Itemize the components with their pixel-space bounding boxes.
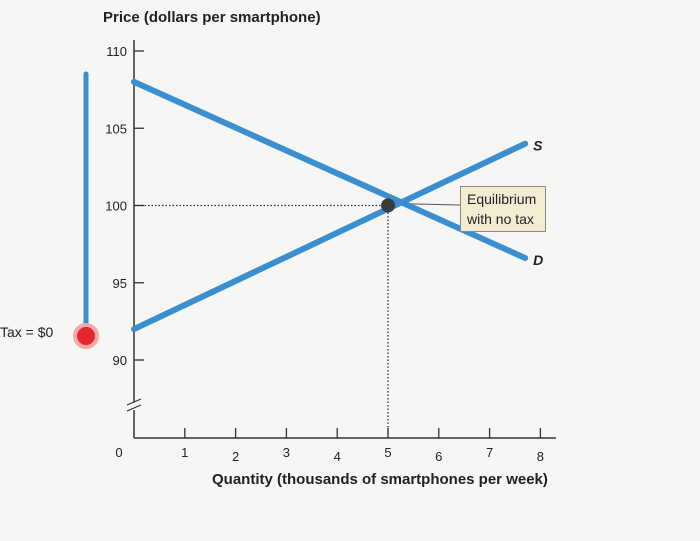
equilibrium-guides (134, 203, 461, 438)
x-tick-label-5: 5 (384, 445, 391, 460)
x-tick-label-8: 8 (537, 449, 544, 464)
axis-break-mark-1 (126, 398, 142, 406)
equilibrium-label-box: Equilibrium with no tax (460, 186, 546, 232)
series-label-s: S (533, 138, 543, 154)
tax-slider-handle[interactable] (73, 323, 99, 349)
x-axis-label: Quantity (thousands of smartphones per w… (212, 471, 548, 488)
equilibrium-label-line1: Equilibrium (467, 191, 537, 207)
equilibrium-label-line2: with no tax (467, 211, 534, 227)
y-tick-label-90: 90 (113, 353, 127, 368)
x-tick-label-3: 3 (283, 445, 290, 460)
x-tick-label-7: 7 (486, 445, 493, 460)
y-tick-label-110: 110 (106, 44, 127, 59)
series-lines: SD (131, 78, 543, 333)
y-tick-label-95: 95 (113, 276, 127, 291)
equilibrium-point (381, 198, 395, 213)
series-line-s (131, 140, 529, 333)
y-axis-label: Price (dollars per smartphone) (103, 9, 321, 26)
y-tick-label-100: 100 (105, 199, 127, 214)
tax-label: Tax = $0 (0, 324, 54, 340)
marks (73, 198, 395, 349)
origin-label: 0 (115, 445, 122, 460)
axis-break-mark-2 (126, 404, 142, 412)
series-label-d: D (533, 252, 543, 268)
ticks: 90 95 100 105 110 1 2 3 4 5 6 7 8 (105, 44, 544, 464)
axes (126, 40, 556, 439)
y-tick-label-105: 105 (105, 121, 127, 136)
x-tick-label-2: 2 (232, 449, 239, 464)
x-tick-label-1: 1 (181, 445, 188, 460)
series-line-d (131, 78, 529, 262)
x-tick-label-4: 4 (334, 449, 341, 464)
x-tick-label-6: 6 (435, 449, 442, 464)
